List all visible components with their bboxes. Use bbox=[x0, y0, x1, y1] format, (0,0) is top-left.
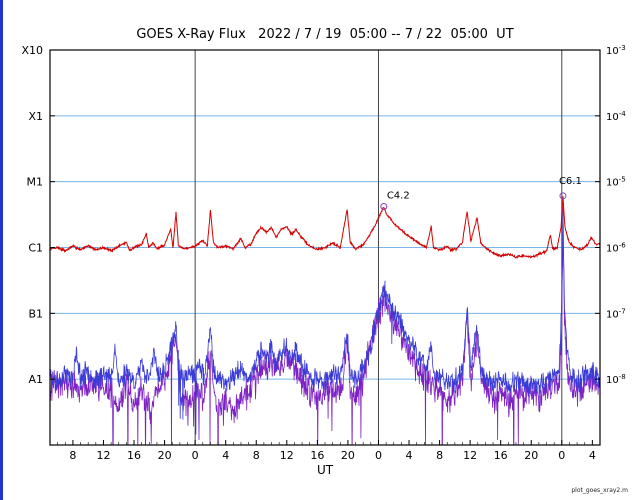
y-right-label: 10-4 bbox=[606, 110, 626, 123]
y-right-label: 10-8 bbox=[606, 373, 626, 386]
series-short2 bbox=[50, 206, 600, 445]
y-right-label: 10-5 bbox=[606, 176, 626, 189]
y-left-label: X10 bbox=[21, 44, 43, 57]
x-tick-label: 8 bbox=[69, 449, 76, 462]
x-tick-label: 0 bbox=[375, 449, 382, 462]
y-left-label: C1 bbox=[28, 242, 43, 255]
x-tick-label: 4 bbox=[222, 449, 229, 462]
chart-title: GOES X-Ray Flux 2022 / 7 / 19 05:00 -- 7… bbox=[136, 27, 514, 42]
x-tick-label: 16 bbox=[127, 449, 141, 462]
y-left-label: X1 bbox=[28, 110, 43, 123]
y-left-label: M1 bbox=[27, 176, 44, 189]
flare-label: C6.1 bbox=[559, 176, 582, 187]
x-tick-label: 12 bbox=[96, 449, 110, 462]
series-long bbox=[50, 196, 600, 259]
x-tick-label: 20 bbox=[524, 449, 538, 462]
flare-marker bbox=[559, 192, 567, 200]
y-left-label: A1 bbox=[28, 373, 43, 386]
y-right-label: 10-6 bbox=[606, 242, 626, 255]
x-axis-label: UT bbox=[316, 463, 334, 477]
x-tick-label: 20 bbox=[341, 449, 355, 462]
left-edge-blue-strip bbox=[0, 0, 3, 500]
flare-label: C4.2 bbox=[387, 190, 410, 201]
x-tick-label: 0 bbox=[192, 449, 199, 462]
x-tick-label: 12 bbox=[463, 449, 477, 462]
x-tick-label: 20 bbox=[158, 449, 172, 462]
x-tick-label: 12 bbox=[280, 449, 294, 462]
y-left-label: B1 bbox=[28, 307, 43, 320]
x-tick-label: 4 bbox=[589, 449, 596, 462]
flare-marker bbox=[380, 202, 388, 210]
x-tick-label: 0 bbox=[558, 449, 565, 462]
series-short bbox=[50, 213, 600, 435]
plot-script-label: plot_goes_xray2.m bbox=[571, 487, 628, 494]
x-tick-label: 4 bbox=[406, 449, 413, 462]
y-right-label: 10-3 bbox=[606, 44, 626, 57]
x-tick-label: 16 bbox=[310, 449, 324, 462]
x-tick-label: 8 bbox=[253, 449, 260, 462]
x-tick-label: 16 bbox=[494, 449, 508, 462]
y-right-label: 10-7 bbox=[606, 307, 626, 320]
x-tick-label: 8 bbox=[436, 449, 443, 462]
